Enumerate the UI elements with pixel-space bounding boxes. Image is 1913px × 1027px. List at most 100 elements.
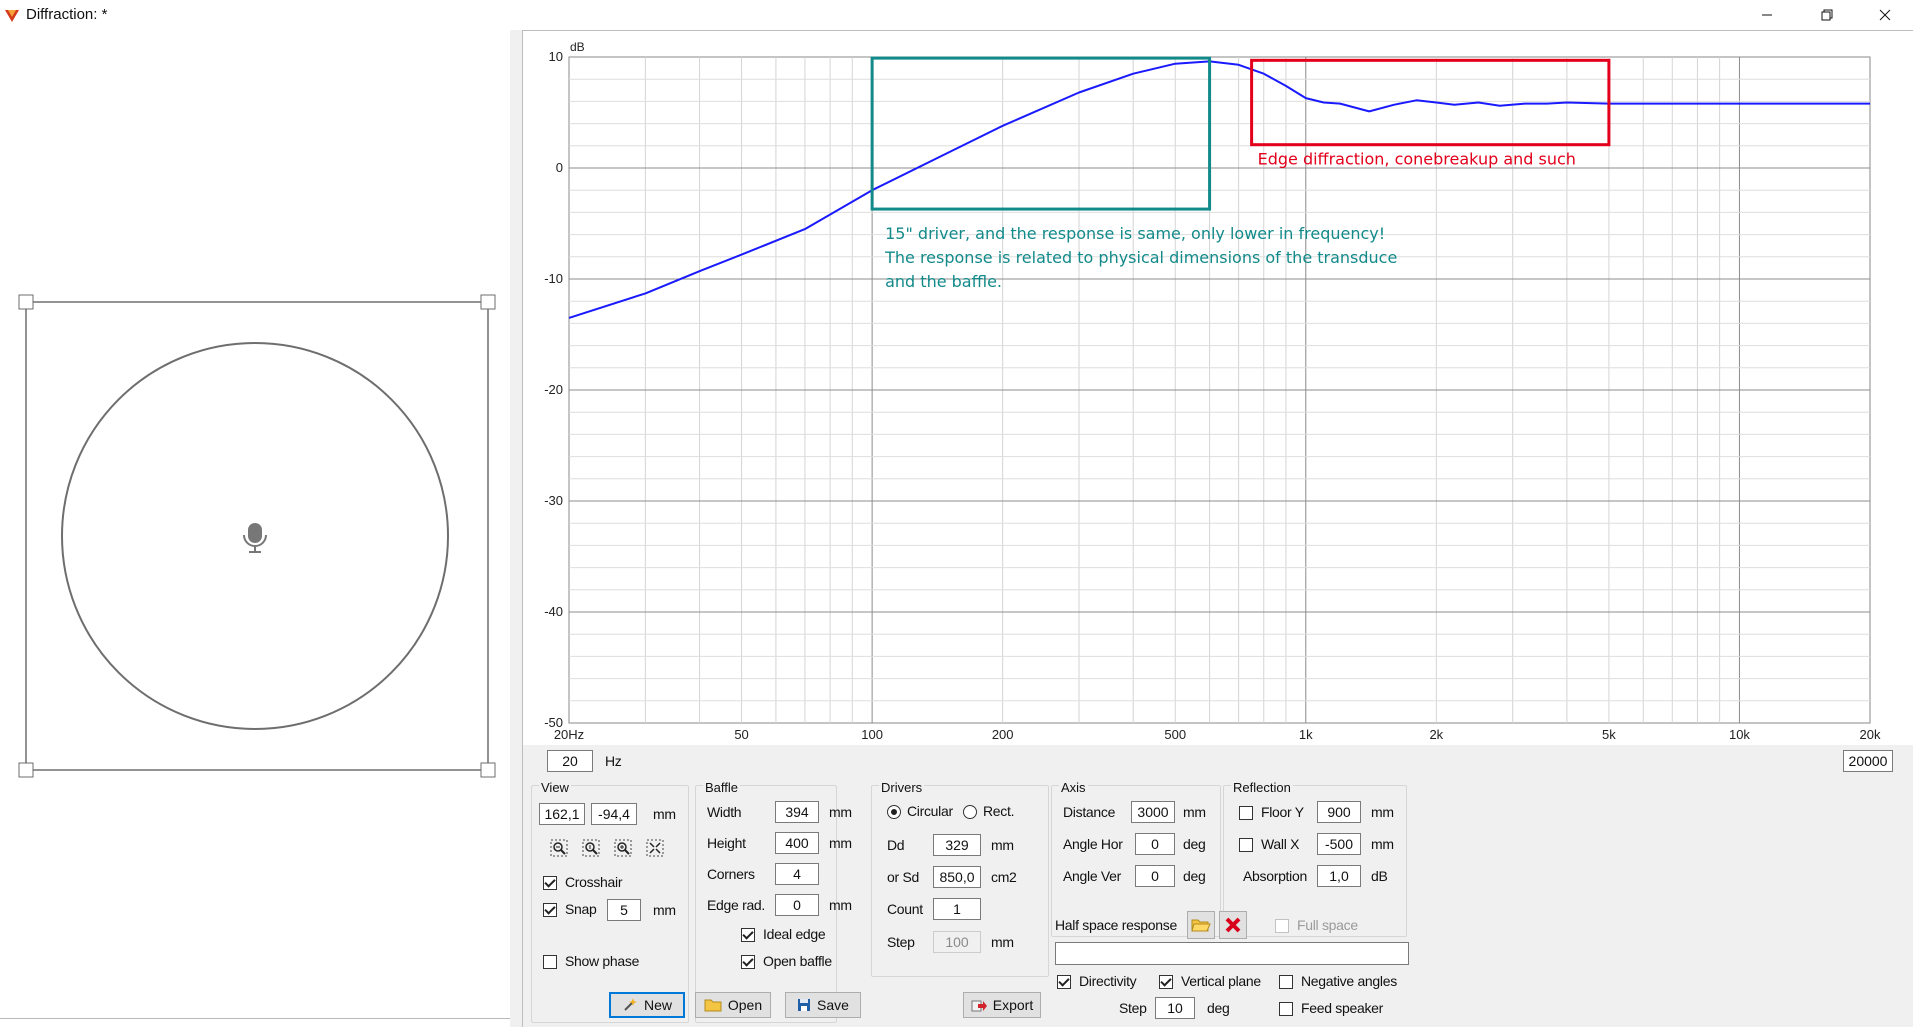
close-button[interactable] [1862,0,1908,30]
minimize-button[interactable] [1744,0,1790,30]
angle-hor-input[interactable]: 0 [1135,833,1175,855]
folder-open-icon [1191,919,1211,932]
zoom-out-icon[interactable] [547,837,571,859]
rect-radio[interactable] [963,805,977,819]
height-input[interactable]: 400 [775,832,819,854]
y-tick-label: -40 [544,604,563,619]
baffle-canvas[interactable] [0,30,510,1022]
width-input[interactable]: 394 [775,801,819,823]
corners-input[interactable]: 4 [775,863,819,885]
sd-input[interactable]: 850,0 [933,866,981,888]
negative-angles-label: Negative angles [1301,973,1397,989]
response-curve [568,60,1870,319]
freq-max-input[interactable]: 20000 [1843,750,1893,772]
ideal-edge-checkbox[interactable] [741,928,755,942]
sd-label: or Sd [887,869,919,885]
edge-radius-unit: mm [829,897,852,913]
annotation-text-driver: 15" driver, and the response is same, on… [885,224,1385,243]
annotation-text-diffraction: Edge diffraction, conebreakup and such [1258,150,1576,169]
show-phase-checkbox[interactable] [543,955,557,969]
y-tick-label: 10 [549,49,563,64]
handle-top-right [480,294,496,310]
absorption-unit: dB [1371,868,1388,884]
drivers-group-title: Drivers [879,780,925,795]
sd-unit: cm2 [991,869,1017,885]
distance-label: Distance [1063,804,1116,820]
absorption-label: Absorption [1243,868,1307,884]
directivity-checkbox[interactable] [1057,975,1071,989]
response-chart[interactable]: 10 0 -10 -20 -30 -40 -50 dB 20Hz 50 100 200 500 1k 2k 5… [522,30,1913,746]
absorption-input[interactable]: 1,0 [1317,865,1361,887]
handle-bottom-left [18,762,34,778]
wall-input[interactable]: -500 [1317,833,1361,855]
splitter[interactable] [510,30,522,1027]
distance-unit: mm [1183,804,1206,820]
vertical-plane-label: Vertical plane [1181,973,1261,989]
floor-checkbox[interactable] [1239,806,1253,820]
x-tick-label: 50 [734,727,748,742]
clear-half-space-button[interactable] [1219,911,1247,939]
step-unit: mm [991,934,1014,950]
save-button[interactable]: Save [785,992,861,1018]
driver-circle [61,342,449,730]
folder-icon [704,999,722,1012]
snap-input[interactable]: 5 [607,899,641,921]
y-tick-label: 0 [556,160,563,175]
minimize-icon [1762,14,1772,16]
zoom-in-icon[interactable] [611,837,635,859]
floor-input[interactable]: 900 [1317,801,1361,823]
directivity-step-label: Step [1119,1000,1147,1016]
view-x-field[interactable]: 162,1 [539,803,585,825]
open-half-space-button[interactable] [1187,911,1215,939]
freq-min-input[interactable]: 20 [547,750,593,772]
fit-all-icon[interactable] [643,837,667,859]
close-icon [1879,9,1891,21]
snap-checkbox[interactable] [543,903,557,917]
baffle-group-title: Baffle [703,780,741,795]
wall-checkbox[interactable] [1239,838,1253,852]
open-button-label: Open [727,997,763,1013]
x-tick-label: 2k [1429,727,1443,742]
width-label: Width [707,804,742,820]
height-label: Height [707,835,746,851]
directivity-step-unit: deg [1207,1000,1230,1016]
vertical-plane-checkbox[interactable] [1159,975,1173,989]
crosshair-checkbox[interactable] [543,876,557,890]
y-axis-unit: dB [570,40,585,54]
feed-speaker-checkbox[interactable] [1279,1002,1293,1016]
axis-group [1051,785,1221,937]
y-tick-label: -50 [544,715,563,730]
crosshair-label: Crosshair [565,874,623,890]
window-title: Diffraction: * [26,6,108,23]
annotation-text-driver: and the baffle. [885,272,1002,291]
view-y-field[interactable]: -94,4 [591,803,637,825]
zoom-fit-icon[interactable] [579,837,603,859]
new-button[interactable]: New [609,992,685,1018]
snap-label: Snap [565,901,597,917]
open-baffle-checkbox[interactable] [741,955,755,969]
baffle-view[interactable] [0,30,511,1022]
y-tick-label: -10 [544,271,563,286]
export-button[interactable]: Export [963,992,1041,1018]
open-button[interactable]: Open [695,992,771,1018]
directivity-step-input[interactable]: 10 [1155,997,1195,1019]
divider [0,1018,510,1019]
angle-hor-label: Angle Hor [1063,836,1123,852]
restore-button[interactable] [1804,0,1850,30]
circular-radio[interactable] [887,805,901,819]
dd-input[interactable]: 329 [933,834,981,856]
full-space-label: Full space [1297,917,1358,933]
drivers-group [871,785,1049,977]
x-tick-label: 20Hz [554,727,584,742]
annotation-box-diffraction [1250,58,1611,147]
half-space-file-field[interactable] [1055,942,1409,965]
view-group-title: View [539,780,571,795]
angle-ver-input[interactable]: 0 [1135,865,1175,887]
count-input[interactable]: 1 [933,898,981,920]
distance-input[interactable]: 3000 [1131,801,1175,823]
edge-radius-input[interactable]: 0 [775,894,819,916]
control-panel: 20 Hz 20000 View 162,1 -94,4 mm Crosshai… [522,745,1913,1027]
count-label: Count [887,901,923,917]
x-tick-label: 200 [992,727,1014,742]
negative-angles-checkbox[interactable] [1279,975,1293,989]
